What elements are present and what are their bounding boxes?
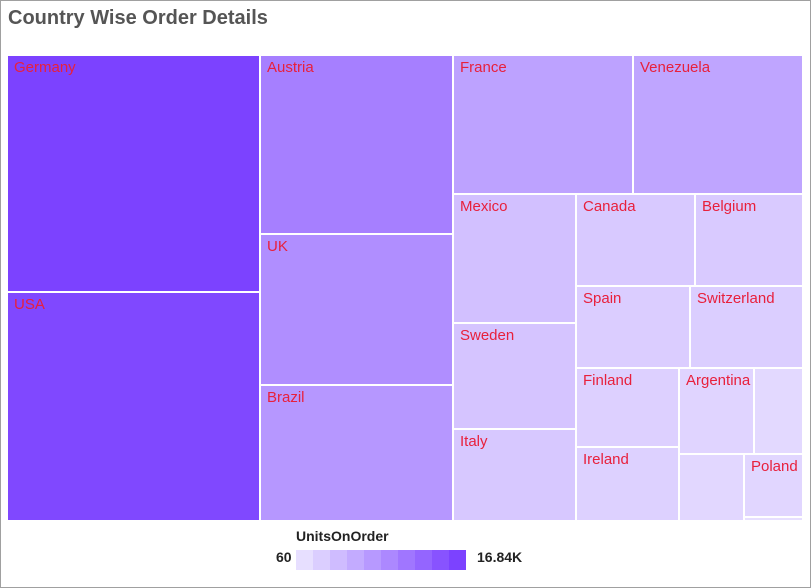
treemap-tile[interactable]: Germany: [6, 54, 261, 293]
treemap-tile-label: Belgium: [702, 198, 756, 215]
treemap-tile-label: USA: [14, 296, 45, 313]
treemap-tile[interactable]: [753, 367, 804, 455]
legend-swatch: [381, 550, 398, 570]
treemap-tile-label: Sweden: [460, 327, 514, 344]
treemap-tile-label: Canada: [583, 198, 636, 215]
chart-title: Country Wise Order Details: [8, 7, 268, 29]
treemap-tile-label: UK: [267, 238, 288, 255]
treemap-tile-rect[interactable]: [575, 367, 680, 448]
treemap-tile-label: Mexico: [460, 198, 508, 215]
treemap-tile-label: Italy: [460, 433, 488, 450]
treemap-tile[interactable]: Sweden: [452, 322, 577, 430]
legend-max-label: 16.84K: [477, 549, 523, 565]
legend-swatch: [398, 550, 415, 570]
legend-title: UnitsOnOrder: [296, 528, 389, 544]
treemap-tile[interactable]: Finland: [575, 367, 680, 448]
treemap-tile-rect[interactable]: [575, 446, 680, 522]
treemap-tile-label: Argentina: [686, 372, 751, 389]
treemap-tile[interactable]: Ireland: [575, 446, 680, 522]
legend-min-label: 60: [276, 549, 292, 565]
treemap-tile-rect[interactable]: [678, 367, 755, 455]
treemap-tile-label: Ireland: [583, 451, 629, 468]
treemap-tile-label: Brazil: [267, 389, 305, 406]
treemap-tile[interactable]: Belgium: [694, 193, 804, 287]
treemap-tile[interactable]: Brazil: [259, 384, 454, 522]
treemap-tile-rect[interactable]: [452, 193, 577, 324]
treemap-tile[interactable]: Poland: [743, 453, 804, 518]
treemap-tile-rect[interactable]: [743, 453, 804, 518]
treemap-tile[interactable]: France: [452, 54, 634, 195]
treemap-tile-rect[interactable]: [678, 453, 745, 522]
treemap-tile[interactable]: Switzerland: [689, 285, 804, 369]
treemap-tile[interactable]: Italy: [452, 428, 577, 522]
treemap-tile-rect[interactable]: [632, 54, 804, 195]
treemap-tile[interactable]: Canada: [575, 193, 696, 287]
legend-swatch: [415, 550, 432, 570]
legend-swatch: [432, 550, 449, 570]
treemap-tile[interactable]: [678, 453, 745, 522]
treemap-tile[interactable]: Venezuela: [632, 54, 804, 195]
legend-swatch: [449, 550, 466, 570]
treemap-tile[interactable]: UK: [259, 233, 454, 386]
treemap-tile-rect[interactable]: [689, 285, 804, 369]
treemap-tile-rect[interactable]: [6, 291, 261, 522]
legend-swatch: [313, 550, 330, 570]
treemap-tile-label: Spain: [583, 290, 621, 307]
legend-swatch: [296, 550, 313, 570]
treemap-tile[interactable]: Mexico: [452, 193, 577, 324]
treemap-tile[interactable]: [743, 516, 804, 522]
treemap-tile-label: Finland: [583, 372, 632, 389]
legend-swatch: [347, 550, 364, 570]
treemap-tile-label: Poland: [751, 458, 798, 475]
treemap-tile-rect[interactable]: [694, 193, 804, 287]
legend-swatch: [330, 550, 347, 570]
treemap-tile[interactable]: Argentina: [678, 367, 755, 455]
treemap-tile[interactable]: Austria: [259, 54, 454, 235]
treemap-tile-rect[interactable]: [743, 516, 804, 522]
treemap-tile-rect[interactable]: [259, 54, 454, 235]
legend-color-scale: [296, 550, 466, 570]
legend-swatch: [364, 550, 381, 570]
treemap-tile-rect[interactable]: [452, 428, 577, 522]
treemap-tile-rect[interactable]: [753, 367, 804, 455]
treemap-tile-label: Switzerland: [697, 290, 775, 307]
treemap-tile-label: Germany: [14, 59, 76, 76]
treemap-tile[interactable]: Spain: [575, 285, 691, 369]
treemap-tile-label: France: [460, 59, 507, 76]
treemap-tile-rect[interactable]: [259, 233, 454, 386]
treemap-tile-label: Venezuela: [640, 59, 711, 76]
treemap-tile-rect[interactable]: [6, 54, 261, 293]
treemap-tile-rect[interactable]: [452, 322, 577, 430]
treemap-tile[interactable]: USA: [6, 291, 261, 522]
treemap-tile-rect[interactable]: [259, 384, 454, 522]
treemap-tile-label: Austria: [267, 59, 314, 76]
treemap-tile-rect[interactable]: [575, 193, 696, 287]
